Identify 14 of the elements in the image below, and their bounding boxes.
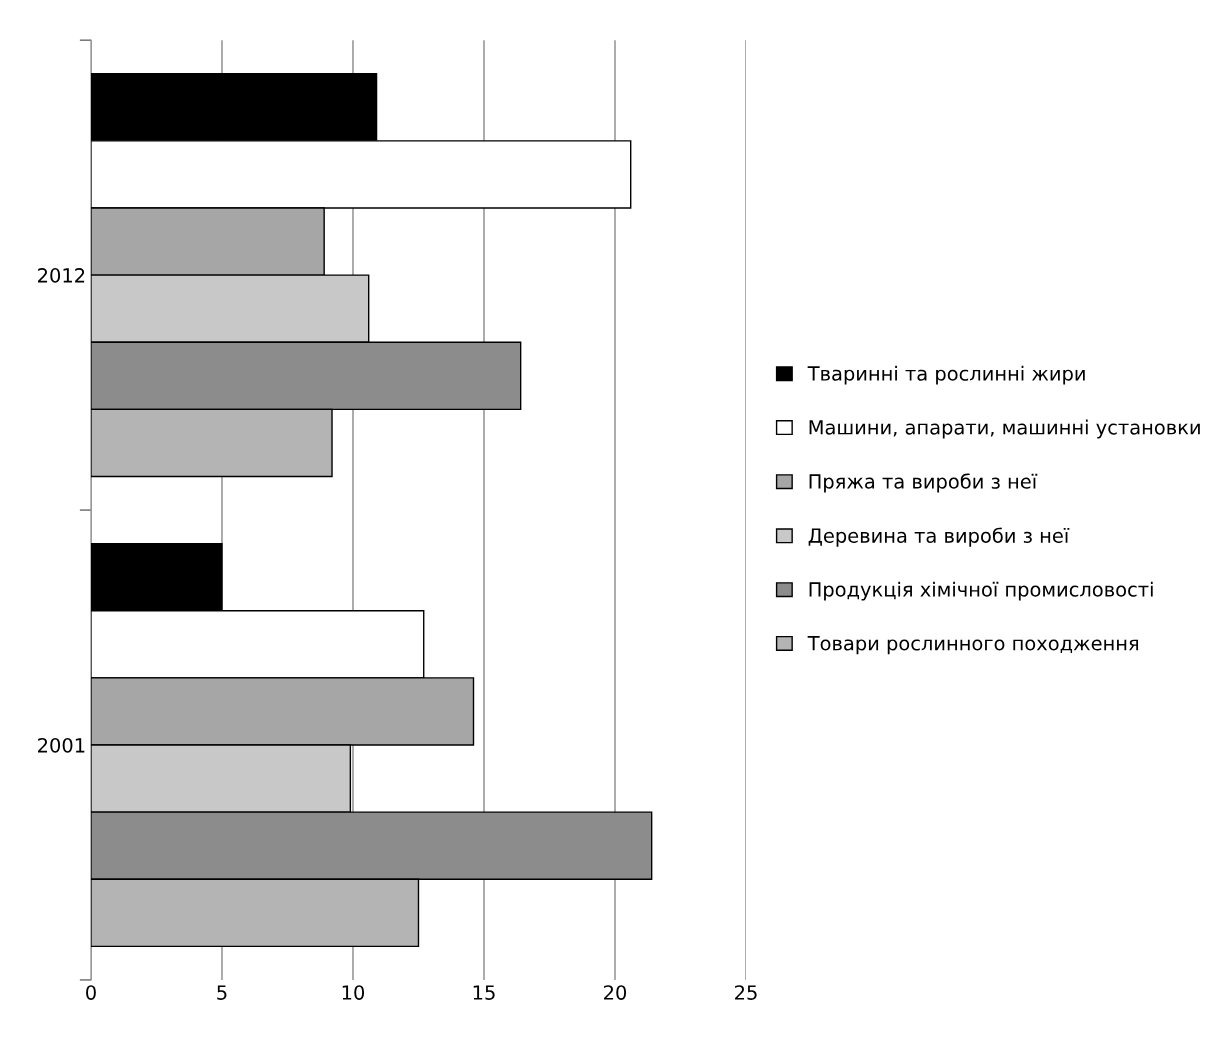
legend-label: Тваринні та рослинні жири <box>807 365 1085 385</box>
y-tick-label: 2012 <box>38 268 85 283</box>
legend-label: Пряжа та вироби з неї <box>809 473 1038 493</box>
x-tick-label: 15 <box>473 985 495 1000</box>
x-tick-label: 20 <box>604 985 627 1000</box>
x-tick-label: 5 <box>217 985 227 1000</box>
x-tick-label: 10 <box>342 985 365 1000</box>
legend-label: Машини, апарати, машинні установки <box>809 419 1200 439</box>
y-tick-label: 2001 <box>38 737 85 753</box>
x-tick-label: 0 <box>86 985 96 1000</box>
legend-label: Товари рослинного походження <box>807 636 1139 655</box>
x-tick-label: 25 <box>735 985 757 1000</box>
legend-label: Продукція хімічної промисловості <box>809 581 1153 601</box>
legend-label: Деревина та вироби з неї <box>808 527 1070 547</box>
